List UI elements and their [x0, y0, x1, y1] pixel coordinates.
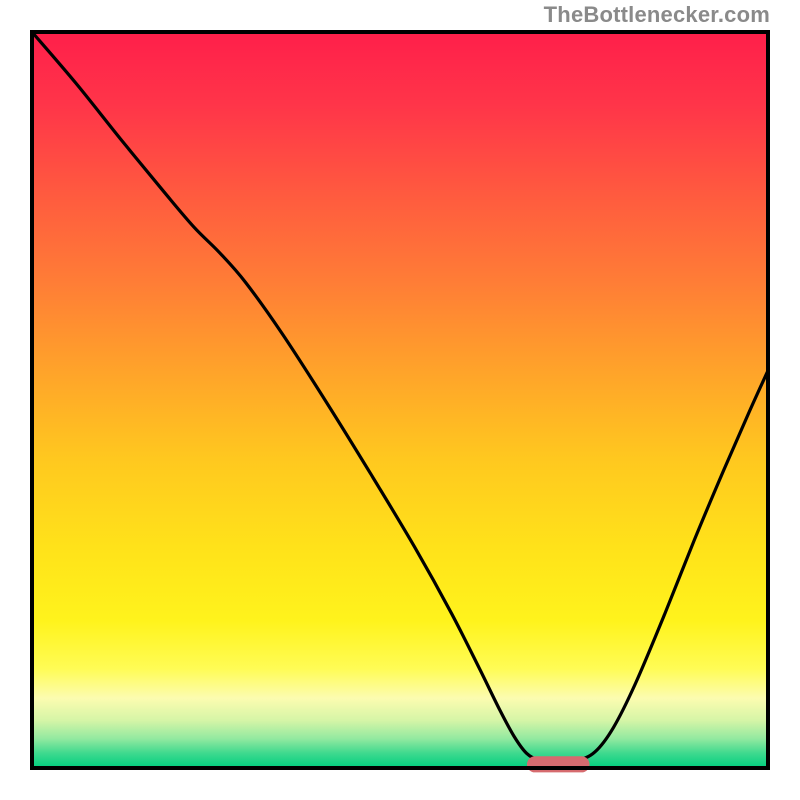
chart-container: TheBottlenecker.com: [0, 0, 800, 800]
watermark-text: TheBottlenecker.com: [544, 2, 770, 28]
gradient-background: [32, 32, 768, 768]
bottleneck-chart: [0, 0, 800, 800]
